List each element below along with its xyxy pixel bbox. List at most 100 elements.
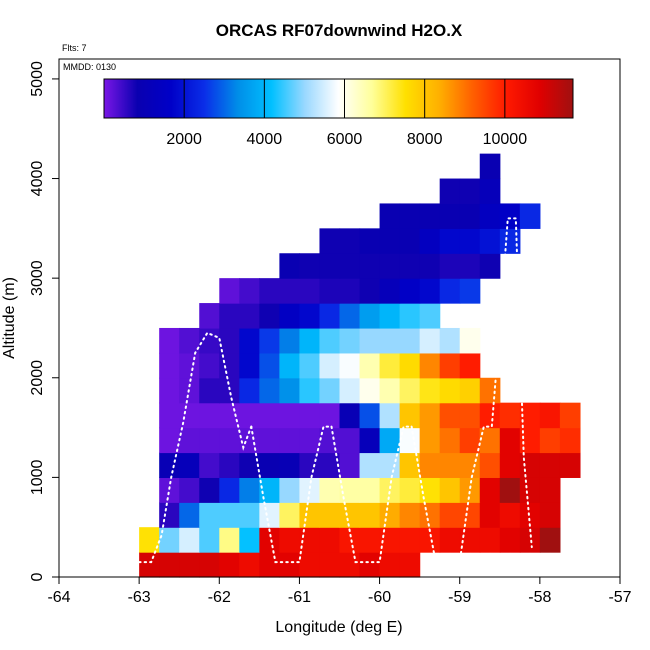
flight-track [138,217,533,564]
heatmap-cell [459,228,481,254]
heatmap-cell [539,502,561,528]
x-tick-label: -61 [288,589,311,606]
y-tick-label: 3000 [29,260,46,296]
heatmap-cell [319,402,341,429]
heatmap-cell [179,327,200,354]
heatmap-cell [339,502,361,528]
heatmap-cell [379,527,401,553]
heatmap-cell [499,402,521,429]
heatmap-cell [459,203,481,229]
heatmap-cell [279,452,301,478]
heatmap-cell [279,278,301,304]
heatmap-cell [519,203,541,229]
heatmap-cell [399,452,421,478]
heatmap-cell [239,452,260,478]
heatmap-cell [179,427,200,454]
heatmap-cell [299,477,321,503]
heatmap-cell [299,303,321,329]
heatmap-cell [179,452,200,478]
heatmap-cell [419,502,441,528]
heatmap-cell [359,527,381,553]
x-tick-label: -64 [47,589,70,606]
heatmap-cell [139,527,160,553]
heatmap-cells [139,153,581,578]
heatmap-cell [219,427,240,454]
heatmap-cell [219,327,240,354]
heatmap-cell [519,477,541,503]
heatmap-cell [399,278,421,304]
heatmap-cell [339,377,361,404]
heatmap-cell [499,502,521,528]
heatmap-cell [319,303,341,329]
heatmap-cell [479,527,501,553]
heatmap-cell [559,452,581,478]
heatmap-cell [279,253,301,279]
heatmap-cell [459,352,481,379]
heatmap-cell [359,377,381,404]
heatmap-cell [399,502,421,528]
heatmap-cell [359,477,381,503]
heatmap-cell [239,303,260,329]
heatmap-cell [199,327,220,354]
heatmap-cell [159,377,180,404]
heatmap-cell [379,477,401,503]
heatmap-cell [259,303,280,329]
heatmap-cell [299,402,321,429]
heatmap-cell [439,377,461,404]
heatmap-cell [359,402,381,429]
heatmap-cell [159,477,180,503]
colorbar-tick-label: 4000 [247,131,283,148]
heatmap-cell [239,352,260,379]
heatmap-cell [359,452,381,478]
heatmap-cell [459,178,481,205]
heatmap-cell [299,253,321,279]
heatmap-cell [339,402,361,429]
heatmap-cell [339,527,361,553]
heatmap-cell [419,527,441,553]
heatmap-cell [299,527,321,553]
heatmap-cell [519,402,541,429]
flight-track-line [138,331,253,564]
heatmap-cell [479,153,501,180]
heatmap-cell [179,502,200,528]
heatmap-cell [219,527,240,553]
heatmap-cell [479,502,501,528]
heatmap-cell [439,352,461,379]
heatmap-cell [159,427,180,454]
heatmap-cell [339,452,361,478]
heatmap-cell [439,527,461,553]
heatmap-cell [419,352,441,379]
heatmap-cell [259,278,280,304]
heatmap-cell [299,327,321,354]
heatmap-cell [399,477,421,503]
heatmap-cell [399,527,421,553]
heatmap-cell [439,477,461,503]
x-tick-label: -62 [208,589,231,606]
heatmap-cell [419,377,441,404]
heatmap-cell [439,178,461,205]
heatmap-cell [259,352,280,379]
x-tick-label: -59 [448,589,471,606]
heatmap-cell [359,352,381,379]
heatmap-cell [359,278,381,304]
heatmap-cell [239,377,260,404]
heatmap-cell [299,452,321,478]
heatmap-cell [299,427,321,454]
heatmap-cell [419,303,441,329]
heatmap-cell [459,527,481,553]
flight-track-line [250,425,333,564]
x-axis-label: Longitude (deg E) [275,619,402,636]
heatmap-cell [279,352,301,379]
y-axis-label: Altitude (m) [1,277,18,359]
heatmap-cell [379,552,401,578]
colorbar-tick-label: 6000 [327,131,363,148]
heatmap-cell [519,502,541,528]
heatmap-cell [139,552,160,578]
heatmap-cell [259,452,280,478]
heatmap-cell [439,502,461,528]
y-tick-label: 4000 [29,161,46,197]
heatmap-cell [219,303,240,329]
heatmap-cell [179,527,200,553]
heatmap-cell [379,278,401,304]
y-tick-label: 5000 [29,61,46,97]
